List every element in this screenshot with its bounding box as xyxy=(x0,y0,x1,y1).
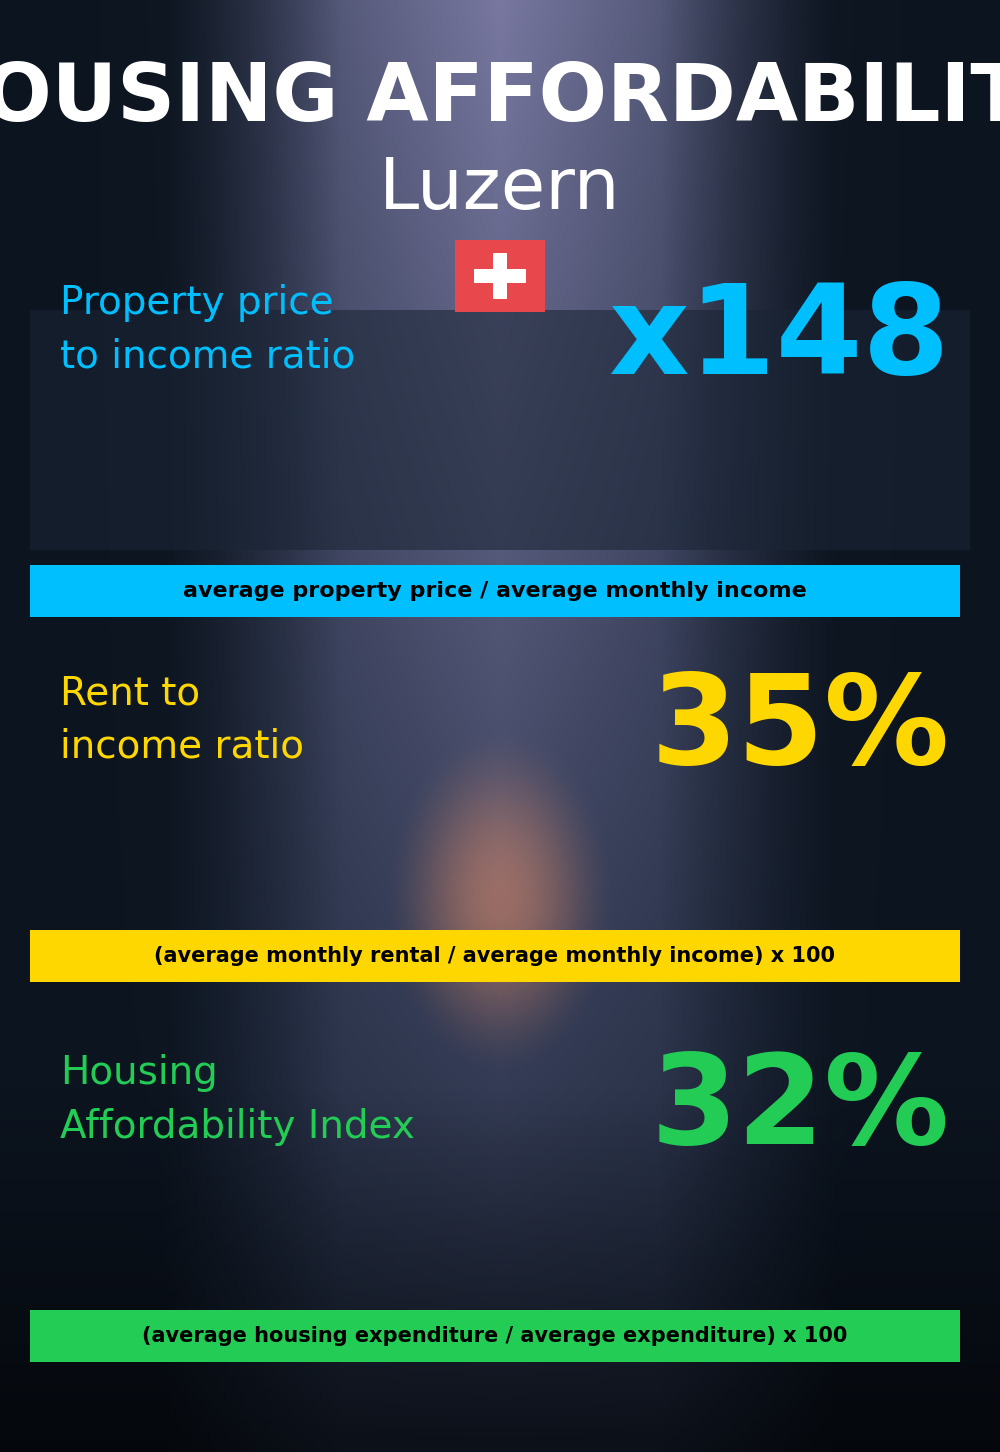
Text: Housing
Affordability Index: Housing Affordability Index xyxy=(60,1054,415,1146)
Text: (average monthly rental / average monthly income) x 100: (average monthly rental / average monthl… xyxy=(154,947,836,966)
Text: average property price / average monthly income: average property price / average monthly… xyxy=(183,581,807,601)
Bar xyxy=(493,253,507,299)
Bar xyxy=(474,269,526,283)
Bar xyxy=(455,240,545,312)
Text: Property price
to income ratio: Property price to income ratio xyxy=(60,285,355,376)
Text: Luzern: Luzern xyxy=(379,155,621,224)
Bar xyxy=(30,309,970,550)
Text: Rent to
income ratio: Rent to income ratio xyxy=(60,675,304,765)
Text: 32%: 32% xyxy=(651,1050,950,1170)
Bar xyxy=(30,1310,960,1362)
Bar xyxy=(30,565,960,617)
Bar xyxy=(30,929,960,982)
Text: (average housing expenditure / average expenditure) x 100: (average housing expenditure / average e… xyxy=(142,1326,848,1346)
Text: x148: x148 xyxy=(608,279,950,401)
Text: 35%: 35% xyxy=(651,669,950,790)
Text: HOUSING AFFORDABILITY: HOUSING AFFORDABILITY xyxy=(0,60,1000,138)
